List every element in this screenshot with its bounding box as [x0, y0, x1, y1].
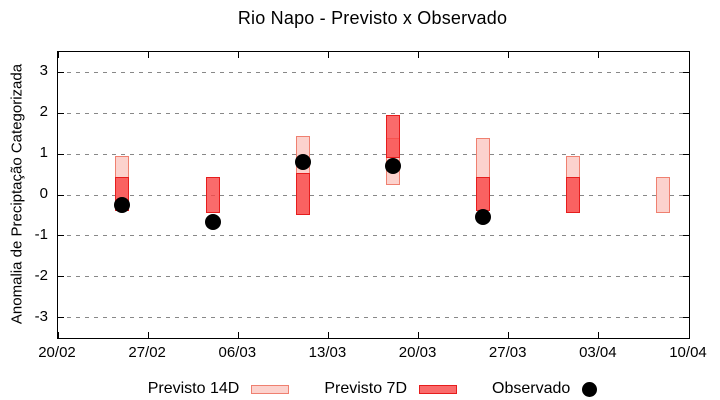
x-tick-mark — [147, 332, 149, 338]
gridline — [58, 317, 689, 319]
gridline — [58, 112, 689, 114]
gridline — [58, 71, 689, 73]
legend-label-observado: Observado — [492, 380, 571, 397]
x-tick-label: 06/03 — [218, 344, 257, 361]
y-tick-mark — [58, 153, 64, 155]
observed-dot — [114, 197, 131, 214]
x-tick-mark — [508, 52, 510, 58]
y-tick-mark — [683, 235, 689, 237]
bar-previsto-7d — [205, 176, 220, 214]
x-tick-label: 13/03 — [308, 344, 347, 361]
gridline — [58, 276, 689, 278]
x-tick-mark — [598, 52, 600, 58]
x-tick-label: 10/04 — [669, 344, 707, 361]
gridline — [58, 153, 689, 155]
bar-previsto-7d — [566, 176, 581, 214]
gridline — [58, 194, 689, 196]
x-tick-mark — [418, 332, 420, 338]
legend-item-observado: Observado — [492, 380, 598, 398]
y-tick-mark — [58, 235, 64, 237]
x-tick-mark — [688, 52, 690, 58]
observed-dot — [294, 154, 311, 171]
y-tick-mark — [58, 112, 64, 114]
x-tick-label: 27/02 — [128, 344, 166, 361]
plot-area — [57, 51, 690, 339]
y-tick-label: 3 — [39, 62, 48, 80]
y-tick-label: -2 — [34, 266, 48, 284]
y-tick-label: 2 — [39, 103, 48, 121]
x-tick-mark — [688, 332, 690, 338]
observado-dot-icon — [582, 381, 598, 397]
x-tick-label: 20/03 — [398, 344, 437, 361]
observed-dot — [384, 158, 401, 175]
previsto-14d-swatch-icon — [251, 384, 290, 394]
bar-previsto-14d — [656, 176, 671, 214]
legend-item-previsto-14d: Previsto 14D — [148, 380, 290, 398]
y-tick-mark — [58, 276, 64, 278]
x-tick-mark — [327, 52, 329, 58]
x-tick-mark — [57, 52, 59, 58]
bar-previsto-7d — [475, 176, 490, 212]
y-tick-mark — [58, 317, 64, 319]
legend-item-previsto-7d: Previsto 7D — [324, 380, 458, 398]
gridline — [58, 235, 689, 237]
x-tick-mark — [237, 332, 239, 338]
legend-label-previsto-14d: Previsto 14D — [147, 380, 240, 397]
y-tick-mark — [683, 112, 689, 114]
x-tick-mark — [57, 332, 59, 338]
observed-dot — [204, 213, 221, 230]
x-tick-mark — [327, 332, 329, 338]
bar-previsto-7d — [295, 172, 310, 216]
y-tick-mark — [683, 71, 689, 73]
y-tick-mark — [683, 317, 689, 319]
previsto-7d-swatch-icon — [419, 384, 458, 394]
x-tick-label: 27/03 — [488, 344, 527, 361]
bar-previsto-7d — [385, 115, 400, 159]
x-tick-mark — [508, 332, 510, 338]
y-tick-mark — [683, 194, 689, 196]
observed-dot — [474, 209, 491, 226]
x-tick-label: 20/02 — [38, 344, 76, 361]
x-tick-mark — [147, 52, 149, 58]
legend-label-previsto-7d: Previsto 7D — [324, 380, 408, 397]
x-tick-mark — [237, 52, 239, 58]
y-tick-label: -3 — [34, 307, 48, 325]
y-tick-label: -1 — [34, 225, 48, 243]
y-tick-mark — [683, 153, 689, 155]
y-tick-mark — [58, 71, 64, 73]
y-tick-label: 0 — [39, 185, 48, 202]
y-tick-mark — [58, 194, 64, 196]
legend: Previsto 14D Previsto 7D Observado — [57, 377, 688, 400]
x-tick-mark — [598, 332, 600, 338]
y-tick-mark — [683, 276, 689, 278]
x-tick-mark — [418, 52, 420, 58]
x-tick-label: 03/04 — [579, 344, 617, 361]
chart-title: Rio Napo - Previsto x Observado — [237, 8, 508, 28]
y-tick-label: 1 — [39, 144, 48, 162]
